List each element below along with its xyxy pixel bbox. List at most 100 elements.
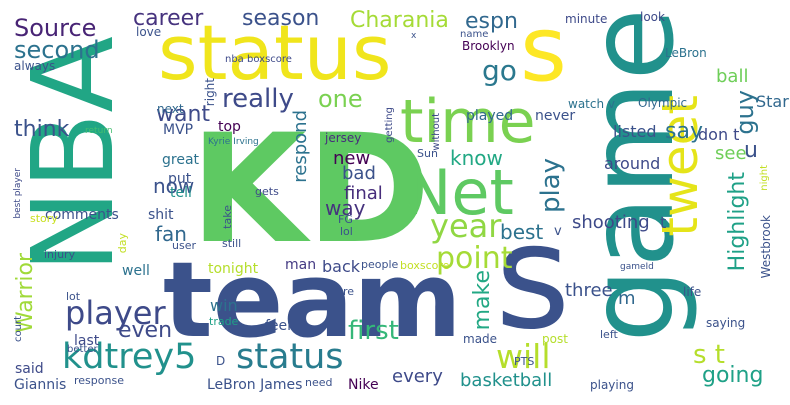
cloud-word: next: [157, 102, 184, 116]
cloud-word: post: [542, 332, 568, 346]
cloud-word: KD: [190, 103, 431, 277]
cloud-word: respond: [290, 110, 311, 183]
cloud-word: name: [460, 29, 489, 40]
cloud-word: will: [496, 337, 551, 376]
cloud-word: shit: [148, 207, 174, 223]
cloud-word: comments: [45, 207, 119, 223]
cloud-word: go: [482, 54, 517, 87]
cloud-word: really: [222, 84, 294, 114]
cloud-word: one: [318, 85, 363, 113]
cloud-word: win: [210, 296, 238, 315]
cloud-word: season: [242, 6, 320, 31]
cloud-word: minute: [565, 12, 608, 26]
cloud-word: even: [118, 318, 173, 343]
cloud-word: Charania: [350, 8, 449, 33]
cloud-word: story: [30, 212, 58, 225]
cloud-word: Sun: [417, 147, 438, 160]
cloud-word: LeBron: [665, 46, 707, 60]
cloud-word: need: [305, 376, 333, 389]
cloud-word: take: [221, 205, 234, 229]
cloud-word: well: [122, 263, 150, 279]
cloud-word: time: [400, 87, 536, 157]
cloud-word: fan: [155, 222, 187, 246]
cloud-word: jersey: [325, 131, 362, 145]
cloud-word: still: [222, 237, 242, 250]
cloud-word: great: [162, 152, 200, 168]
cloud-word: night: [759, 165, 770, 191]
cloud-word: now: [153, 174, 195, 198]
cloud-word: team: [163, 239, 462, 361]
cloud-word: Kyrie Irving: [208, 137, 259, 147]
cloud-word: love: [136, 25, 162, 39]
cloud-word: saying: [706, 316, 746, 330]
cloud-word: best player: [13, 168, 23, 219]
cloud-word: shooting: [572, 212, 650, 233]
cloud-word: always: [14, 59, 56, 73]
cloud-word: nba boxscore: [225, 54, 292, 65]
cloud-word: tell: [170, 185, 192, 201]
cloud-word: getting: [384, 107, 395, 143]
cloud-word: espn: [465, 9, 518, 34]
cloud-word: basketball: [460, 370, 553, 391]
cloud-word: going: [702, 363, 764, 388]
cloud-word: gets: [255, 185, 279, 198]
cloud-word: final: [344, 183, 383, 204]
cloud-word: said: [15, 361, 44, 377]
cloud-word: Giannis: [14, 377, 67, 393]
cloud-word: boxscore: [400, 259, 450, 272]
cloud-word: guy: [731, 90, 759, 135]
cloud-word: kdtrey5: [62, 337, 197, 377]
cloud-word: MVP: [163, 122, 194, 138]
cloud-word: PTS: [514, 355, 535, 368]
cloud-word: injury: [44, 248, 76, 261]
cloud-word: see: [715, 143, 747, 164]
cloud-word: left: [600, 328, 618, 341]
cloud-word: life: [683, 285, 702, 299]
cloud-word: s t: [693, 340, 726, 370]
cloud-word: tonight: [208, 261, 259, 277]
cloud-word: last: [74, 333, 100, 349]
cloud-word: ball: [716, 66, 749, 87]
cloud-word: D: [216, 354, 226, 368]
cloud-word: t: [660, 213, 667, 232]
cloud-word: FG: [338, 213, 353, 226]
cloud-word: better: [67, 344, 98, 355]
cloud-word: Nike: [348, 377, 379, 393]
cloud-word: best: [500, 220, 544, 244]
cloud-word: gameId: [620, 262, 654, 272]
cloud-word: think: [14, 117, 70, 142]
cloud-word: career: [133, 6, 204, 31]
cloud-word: point: [436, 241, 513, 276]
cloud-word: want: [156, 102, 211, 127]
cloud-word: new: [333, 148, 371, 169]
cloud-word: listed: [613, 122, 657, 141]
cloud-word: Westbrook: [759, 215, 773, 279]
cloud-word: user: [172, 239, 196, 252]
cloud-word: watch v: [568, 97, 615, 111]
cloud-word: way: [325, 196, 366, 220]
cloud-word: without: [431, 113, 442, 151]
cloud-word: return: [85, 126, 113, 136]
cloud-word: trade: [209, 315, 239, 328]
cloud-word: LeBron James: [207, 377, 303, 393]
cloud-word: look: [640, 10, 665, 24]
cloud-word: never: [535, 108, 576, 124]
cloud-word: man: [285, 257, 317, 273]
cloud-word: s: [495, 193, 571, 362]
cloud-word: x: [411, 31, 417, 41]
cloud-word: second: [14, 36, 100, 64]
cloud-word: first: [348, 316, 399, 346]
cloud-word: u: [744, 138, 758, 163]
cloud-word: status: [236, 337, 344, 377]
cloud-word: playing: [590, 378, 634, 392]
cloud-word: every: [392, 366, 443, 387]
cloud-word: three: [565, 280, 613, 301]
cloud-word: made: [463, 332, 498, 346]
cloud-word: played: [466, 108, 514, 124]
cloud-word: player: [65, 294, 166, 332]
cloud-word: re: [343, 285, 355, 298]
cloud-word: m: [618, 288, 636, 309]
cloud-word: right: [203, 78, 217, 107]
cloud-word: year: [430, 207, 502, 245]
cloud-word: Highlight: [725, 172, 750, 272]
